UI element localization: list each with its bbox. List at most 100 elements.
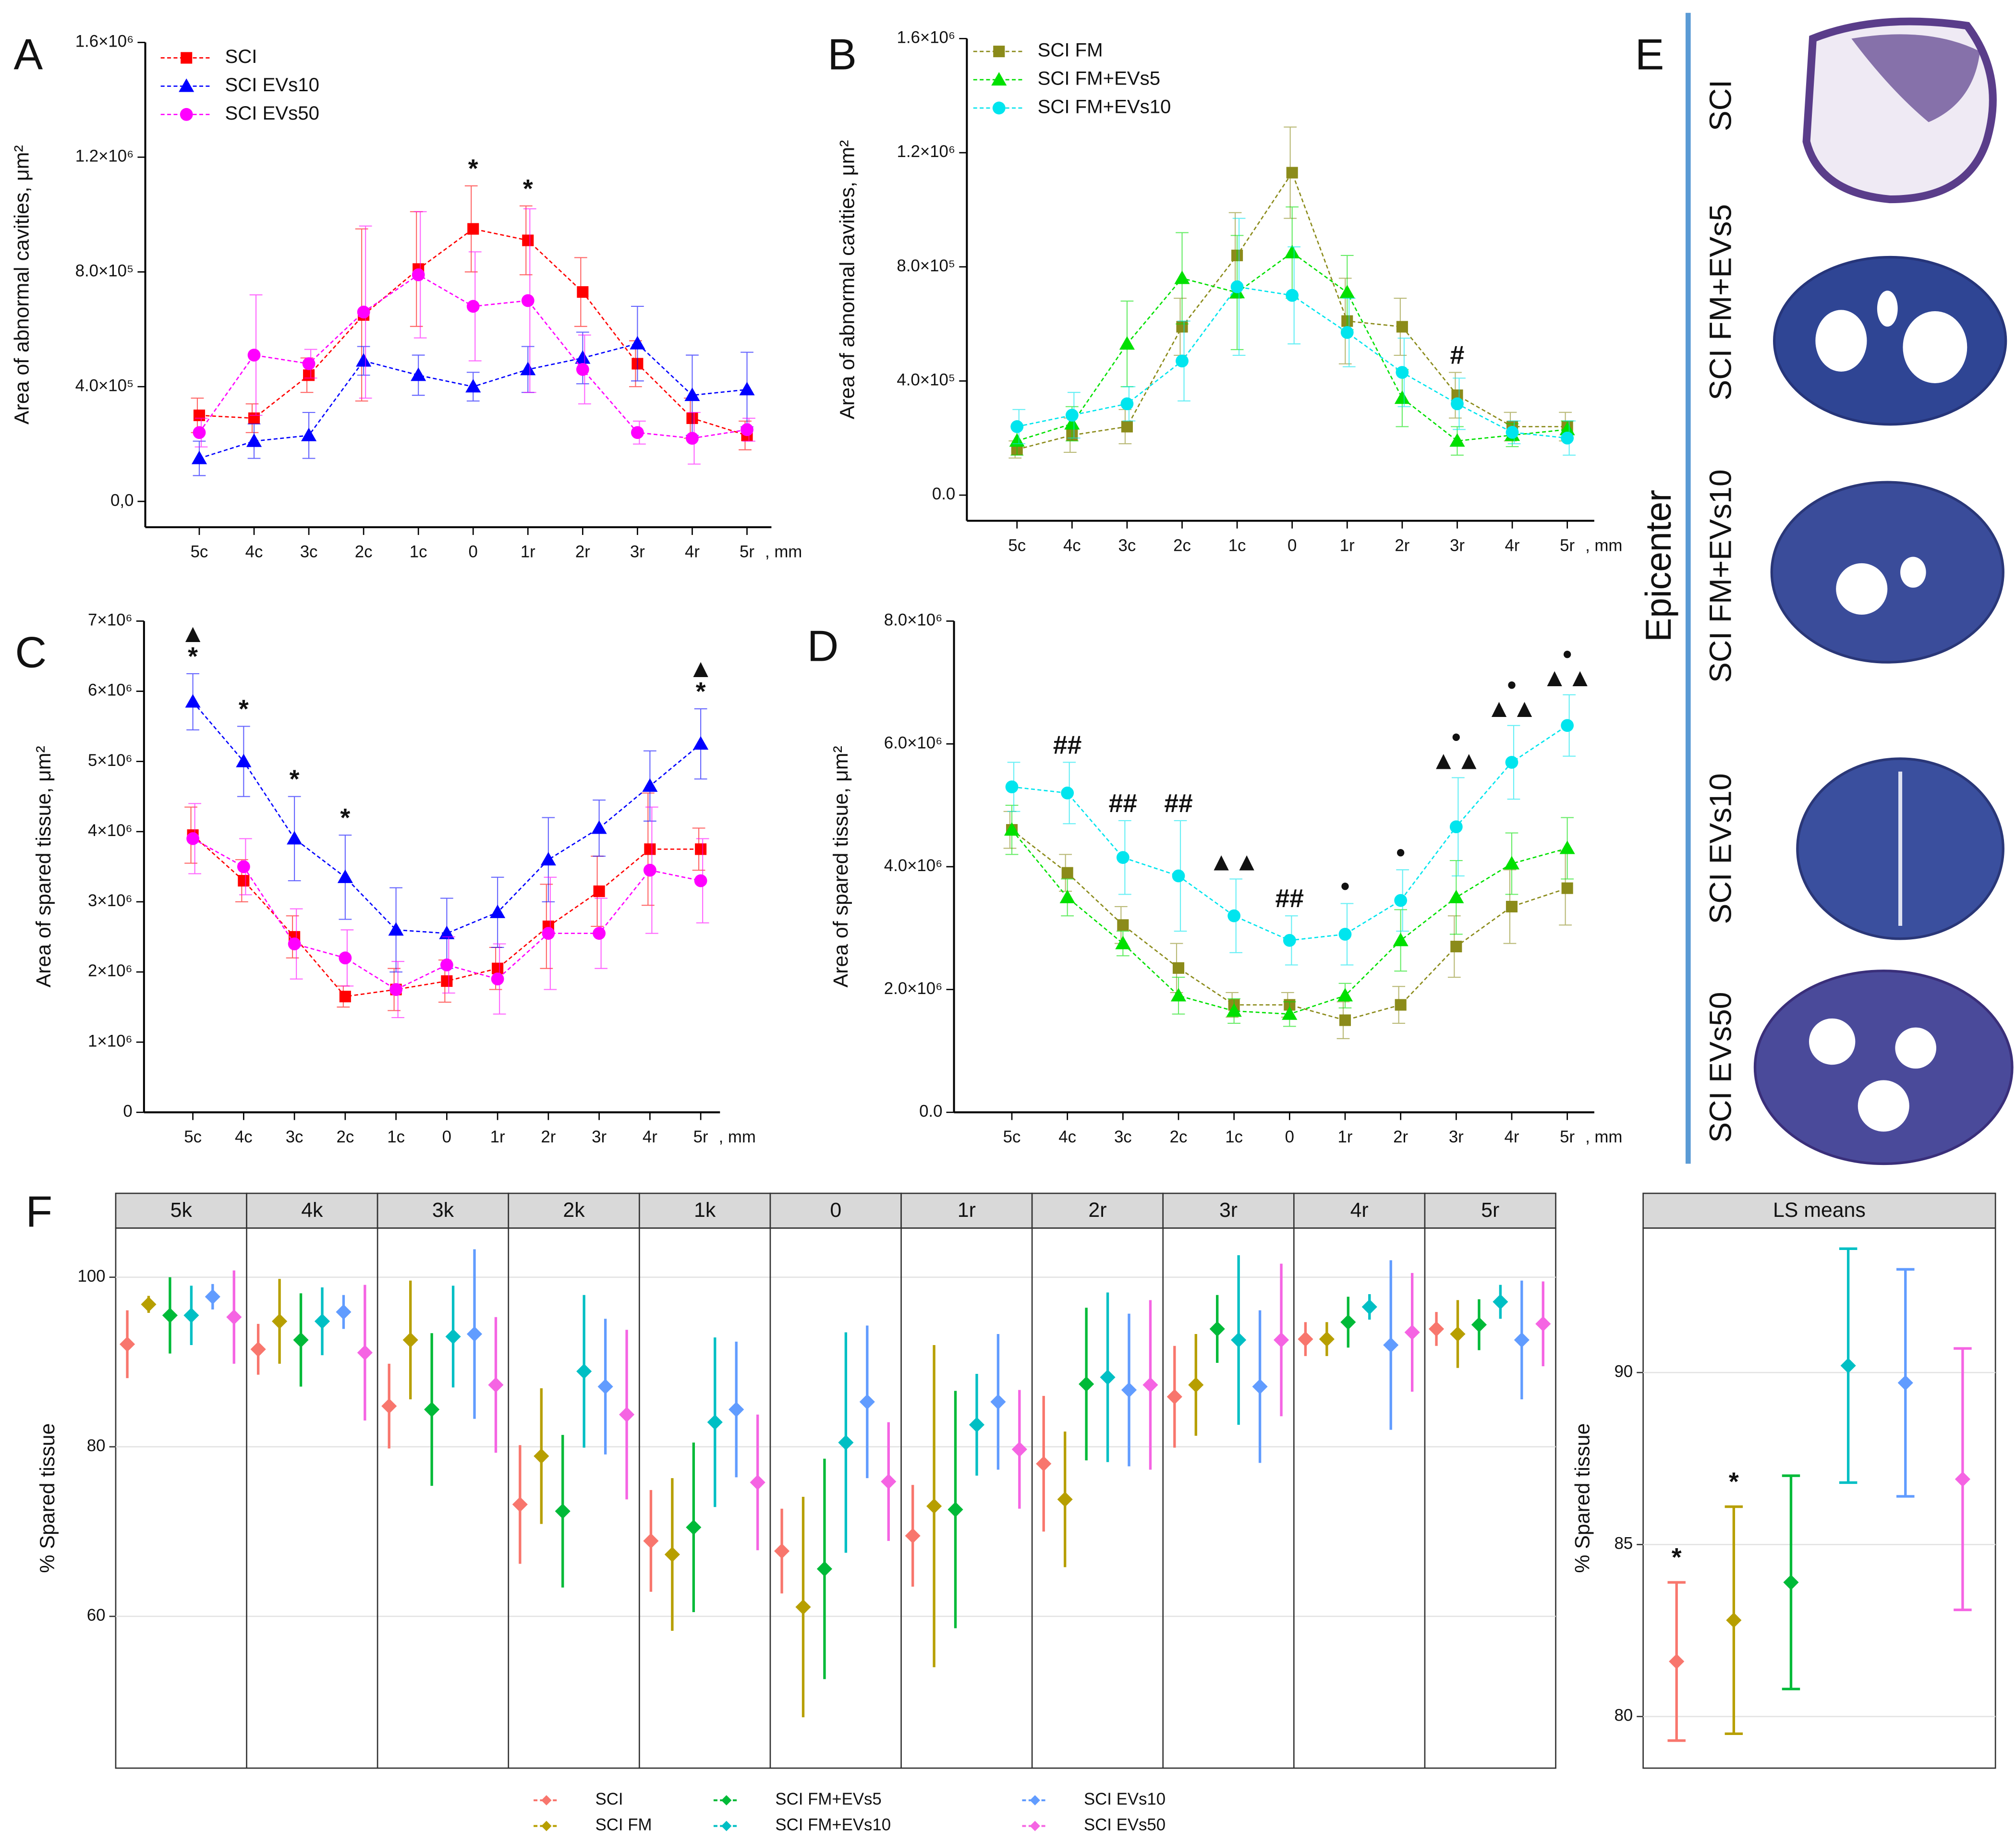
point bbox=[205, 1289, 220, 1305]
x-tick-label: 3c bbox=[300, 543, 318, 561]
marker bbox=[185, 694, 201, 708]
point bbox=[226, 1309, 242, 1325]
x-tick-label: 5r bbox=[1560, 536, 1575, 555]
x-tick-label: 3r bbox=[592, 1128, 607, 1146]
annotation: ## bbox=[1109, 789, 1138, 818]
x-tick-label: 5c bbox=[184, 1128, 202, 1146]
marker bbox=[1340, 326, 1354, 339]
point bbox=[314, 1313, 330, 1329]
marker bbox=[1559, 840, 1575, 854]
point bbox=[488, 1377, 504, 1393]
legend-label: SCI EVs10 bbox=[225, 74, 319, 96]
x-tick-label: 5r bbox=[1560, 1128, 1575, 1146]
point bbox=[534, 1448, 549, 1464]
y-axis-label: Area of abnormal cavities, μm² bbox=[836, 140, 859, 420]
x-axis-label: , mm bbox=[765, 543, 802, 561]
facet-label: 1k bbox=[694, 1199, 716, 1222]
marker bbox=[644, 843, 656, 855]
y-tick-label: 8.0×10⁵ bbox=[897, 256, 955, 275]
facet-label: 4r bbox=[1350, 1199, 1369, 1222]
marker bbox=[412, 268, 425, 281]
x-tick-label: 3c bbox=[1114, 1128, 1132, 1146]
image-label: SCI EVs50 bbox=[1703, 992, 1738, 1142]
legend-marker bbox=[541, 1795, 552, 1806]
point bbox=[1471, 1317, 1487, 1333]
marker bbox=[1117, 919, 1129, 931]
y-tick-label: 2.0×10⁶ bbox=[884, 979, 943, 998]
marker bbox=[693, 736, 709, 750]
point bbox=[947, 1502, 963, 1517]
legend-marker bbox=[721, 1820, 732, 1832]
y-tick-label: 0.0 bbox=[919, 1102, 942, 1121]
point bbox=[859, 1394, 875, 1410]
x-axis-label: , mm bbox=[1585, 1128, 1622, 1146]
marker bbox=[236, 753, 252, 767]
y-tick-label: 1.6×10⁶ bbox=[897, 28, 956, 47]
y-tick-label: 85 bbox=[1614, 1534, 1633, 1553]
marker bbox=[642, 778, 658, 792]
x-tick-label: 4c bbox=[245, 543, 263, 561]
point bbox=[1057, 1492, 1073, 1507]
x-axis-label: , mm bbox=[1585, 536, 1622, 555]
marker bbox=[1172, 869, 1185, 883]
marker bbox=[1010, 420, 1024, 433]
marker bbox=[302, 357, 316, 370]
point bbox=[969, 1417, 985, 1433]
marker bbox=[193, 409, 206, 421]
y-axis-label: Area of abnormal cavities, μm² bbox=[11, 145, 34, 425]
marker bbox=[1394, 390, 1410, 404]
marker bbox=[1506, 900, 1518, 913]
point bbox=[816, 1561, 832, 1577]
x-tick-label: 1r bbox=[1338, 1128, 1353, 1146]
y-tick-label: 4.0×10⁶ bbox=[884, 856, 943, 875]
facet-strip bbox=[1424, 1192, 1556, 1229]
y-tick-label: 4.0×10⁵ bbox=[75, 376, 134, 395]
legend-marker bbox=[1030, 1795, 1040, 1806]
x-tick-label: 4c bbox=[1063, 536, 1081, 555]
legend-marker bbox=[1030, 1820, 1040, 1832]
point bbox=[250, 1341, 266, 1357]
facet-strip bbox=[115, 1192, 247, 1229]
marker bbox=[1065, 409, 1079, 422]
image-label: SCI FM+EVs10 bbox=[1703, 469, 1738, 683]
point bbox=[1669, 1653, 1685, 1670]
marker bbox=[441, 975, 453, 987]
point bbox=[336, 1304, 352, 1320]
y-tick-label: 90 bbox=[1614, 1362, 1633, 1381]
panel-letter: E bbox=[1635, 31, 1664, 79]
annotation: * bbox=[1672, 1543, 1682, 1572]
marker bbox=[465, 379, 481, 393]
plot-area bbox=[1642, 1227, 1996, 1769]
marker bbox=[1170, 988, 1187, 1002]
x-tick-label: 0 bbox=[1287, 536, 1297, 555]
marker bbox=[1286, 167, 1298, 179]
tissue-image bbox=[1770, 481, 2004, 664]
marker bbox=[1561, 882, 1573, 894]
x-tick-label: 5c bbox=[1008, 536, 1026, 555]
y-axis-label: % Spared tissue bbox=[1571, 1423, 1594, 1573]
series-line bbox=[1017, 252, 1567, 442]
marker bbox=[1449, 820, 1463, 834]
caption: Epicenter bbox=[1638, 490, 1678, 642]
facet-label: 5r bbox=[1481, 1199, 1499, 1222]
point bbox=[1450, 1326, 1466, 1342]
facet-label: 1r bbox=[958, 1199, 976, 1222]
x-tick-label: 2r bbox=[575, 543, 590, 561]
marker bbox=[991, 72, 1007, 86]
y-tick-label: 1.6×10⁶ bbox=[75, 32, 134, 51]
point bbox=[1100, 1370, 1116, 1385]
x-tick-label: 1r bbox=[1340, 536, 1355, 555]
x-tick-label: 5r bbox=[693, 1128, 708, 1146]
legend-marker bbox=[541, 1820, 552, 1832]
y-axis-label: Area of spared tissue, μm² bbox=[829, 746, 852, 987]
y-tick-label: 6.0×10⁶ bbox=[884, 733, 943, 752]
point bbox=[1783, 1575, 1799, 1590]
marker bbox=[303, 369, 315, 381]
tissue-image bbox=[1773, 255, 2007, 426]
annotation: * bbox=[188, 643, 198, 671]
point bbox=[1383, 1337, 1399, 1353]
x-tick-label: 2c bbox=[355, 543, 373, 561]
y-axis-label: % Spared tissue bbox=[36, 1423, 59, 1573]
point bbox=[555, 1503, 571, 1519]
